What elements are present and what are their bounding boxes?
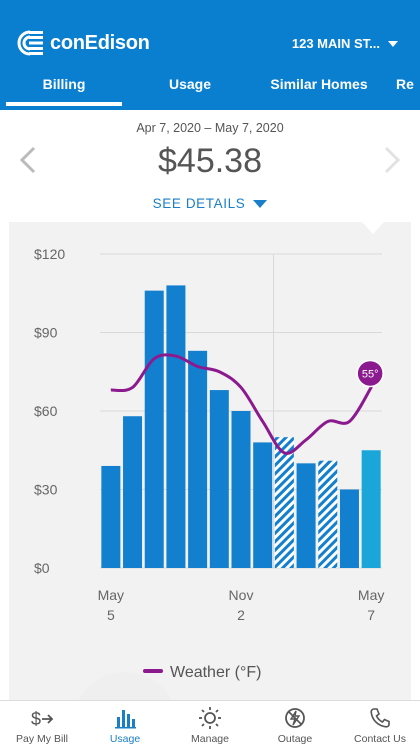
bar bbox=[296, 463, 316, 568]
bar bbox=[166, 285, 186, 568]
bar bbox=[339, 489, 359, 568]
x-tick-label: Nov bbox=[229, 587, 254, 603]
tabbar-usage[interactable]: Usage bbox=[83, 705, 167, 750]
app-header: conEdison 123 MAIN ST... Billing Usage S… bbox=[0, 0, 420, 110]
bar bbox=[123, 416, 143, 568]
bar bbox=[274, 437, 294, 568]
next-bill-button[interactable] bbox=[376, 145, 406, 175]
top-tabs: Billing Usage Similar Homes Re bbox=[0, 66, 420, 110]
logo-text: conEdison bbox=[50, 31, 150, 54]
caret-down-icon bbox=[253, 199, 268, 208]
tabbar-label: Usage bbox=[109, 733, 141, 745]
weather-callout-label: 55° bbox=[362, 368, 379, 380]
tabbar-label: Manage bbox=[191, 733, 229, 745]
bar bbox=[253, 442, 273, 568]
pay-bill-icon: $ bbox=[31, 709, 54, 729]
tab-usage[interactable]: Usage bbox=[168, 76, 212, 92]
tabbar-label: Pay My Bill bbox=[16, 733, 68, 745]
weather-line bbox=[110, 353, 373, 455]
see-details-button[interactable]: SEE DETAILS bbox=[0, 196, 420, 211]
bar bbox=[209, 390, 229, 568]
active-tab-indicator bbox=[6, 102, 122, 106]
bar bbox=[144, 290, 164, 568]
selection-notch bbox=[362, 222, 384, 234]
manage-sun-icon bbox=[199, 707, 221, 729]
chevron-left-icon bbox=[19, 146, 36, 174]
bar bbox=[318, 460, 338, 568]
phone-icon bbox=[370, 708, 390, 728]
svg-text:$: $ bbox=[31, 709, 41, 729]
legend-label: Weather (°F) bbox=[170, 664, 261, 681]
tabbar-label: Outage bbox=[277, 733, 313, 745]
account-address: 123 MAIN ST... bbox=[291, 36, 380, 51]
tabbar-manage[interactable]: Manage bbox=[168, 705, 252, 750]
x-tick-label: 2 bbox=[237, 607, 245, 623]
tabbar-pay-my-bill[interactable]: $ Pay My Bill bbox=[0, 705, 84, 750]
x-tick-label: 7 bbox=[367, 607, 375, 623]
y-tick-label: $60 bbox=[34, 403, 58, 419]
billing-period: Apr 7, 2020 – May 7, 2020 bbox=[136, 121, 284, 135]
y-tick-label: $30 bbox=[34, 482, 58, 498]
y-tick-label: $90 bbox=[34, 325, 58, 341]
x-tick-label: 5 bbox=[107, 607, 115, 623]
x-tick-label: May bbox=[98, 587, 124, 603]
see-details-label: SEE DETAILS bbox=[152, 196, 246, 211]
tabbar-label: Contact Us bbox=[354, 733, 406, 745]
tabbar-outage[interactable]: Outage bbox=[253, 705, 337, 750]
usage-bars-icon bbox=[115, 710, 136, 729]
bar bbox=[101, 465, 121, 568]
weather-callout-bubble bbox=[356, 359, 384, 388]
conedison-logo-icon bbox=[16, 30, 44, 56]
tab-billing[interactable]: Billing bbox=[42, 76, 86, 92]
previous-bill-button[interactable] bbox=[14, 145, 44, 175]
chevron-right-icon bbox=[384, 146, 401, 174]
y-tick-label: $0 bbox=[34, 560, 50, 576]
tabbar-contact-us[interactable]: Contact Us bbox=[338, 705, 420, 750]
chevron-down-icon bbox=[388, 40, 398, 47]
bar bbox=[188, 350, 208, 568]
bill-chart: 55° $0 $30 $60 $90 $120 May 5 Nov 2 May 7 Weather … bbox=[34, 246, 384, 681]
tab-similar-homes[interactable]: Similar Homes bbox=[270, 76, 368, 92]
outage-icon bbox=[285, 708, 305, 728]
y-tick-label: $120 bbox=[34, 246, 65, 262]
account-selector[interactable]: 123 MAIN ST... bbox=[292, 36, 398, 51]
conedison-logo: conEdison bbox=[16, 30, 150, 56]
bill-amount: $45.38 bbox=[158, 142, 262, 180]
x-tick-label: May bbox=[358, 587, 384, 603]
bar bbox=[361, 450, 381, 568]
tab-partial[interactable]: Re bbox=[396, 76, 414, 92]
bar bbox=[231, 411, 251, 568]
bottom-tab-bar: $ Pay My Bill Usage Manage bbox=[0, 700, 420, 750]
